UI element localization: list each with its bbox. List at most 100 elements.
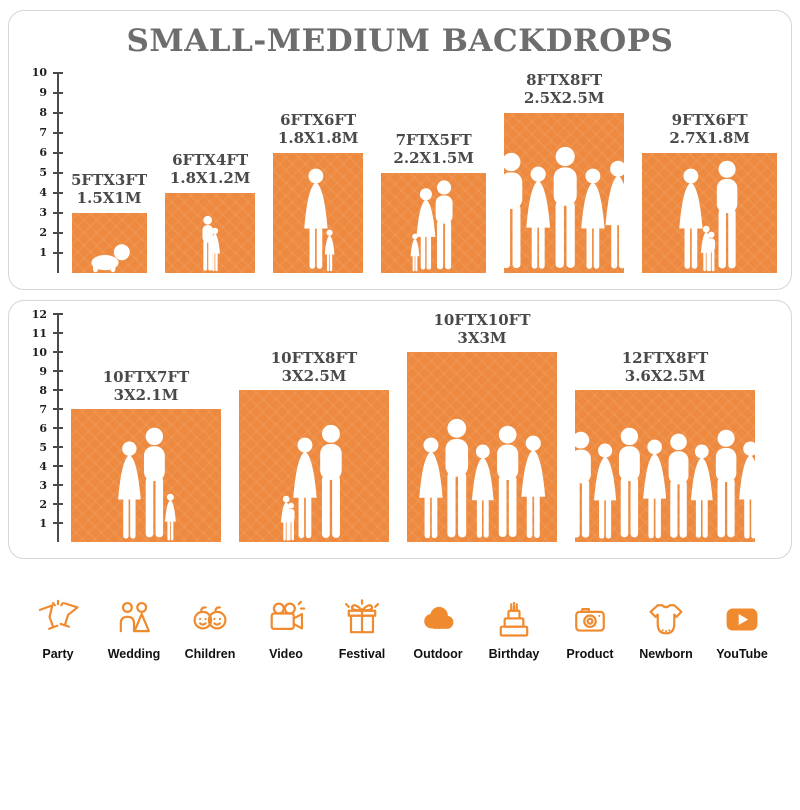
people-silhouettes bbox=[239, 423, 389, 543]
backdrop-bar bbox=[381, 172, 487, 273]
category-outdoor: Outdoor bbox=[406, 597, 470, 661]
ruler-tick-mark bbox=[53, 313, 63, 316]
ruler-tick-number: 11 bbox=[31, 326, 47, 340]
backdrop-size-label: 9FTX6FT 2.7X1.8M bbox=[669, 111, 749, 148]
ruler-tick-number: 1 bbox=[39, 246, 47, 260]
festival-icon bbox=[344, 599, 380, 634]
ruler-tick-mark bbox=[53, 370, 63, 373]
people-silhouettes bbox=[504, 145, 624, 273]
size-feet: 9FTX6FT bbox=[671, 111, 748, 129]
ruler-tick: 5 bbox=[39, 440, 63, 454]
ruler-tick-number: 5 bbox=[39, 440, 47, 454]
ruler-tick: 5 bbox=[39, 166, 63, 180]
category-product: Product bbox=[558, 597, 622, 661]
bars: 5FTX3FT 1.5X1M 6FTX4FT 1.8X1.2M 6FTX6FT 1.8X1… bbox=[71, 71, 778, 273]
ruler-tick-mark bbox=[53, 211, 63, 214]
ruler-tick: 2 bbox=[39, 497, 63, 511]
man-silhouette bbox=[710, 159, 744, 273]
ruler-tick-mark bbox=[53, 446, 63, 449]
small-medium-backdrops-panel: SMALL-MEDIUM BACKDROPS 1 2 3 4 5 6 7 8 9 10 5FTX3… bbox=[8, 10, 792, 290]
ruler-tick-mark bbox=[53, 484, 63, 487]
size-meters: 1.5X1M bbox=[76, 189, 142, 208]
category-label: Children bbox=[184, 647, 236, 662]
size-chart-small-medium: 1 2 3 4 5 6 7 8 9 10 5FTX3FT 1.5X1M 6FTX4FT 1.8X1.2M… bbox=[23, 66, 778, 273]
size-meters: 2.7X1.8M bbox=[669, 129, 750, 148]
ruler-tick-mark bbox=[53, 465, 63, 468]
ruler-tick-number: 12 bbox=[31, 307, 47, 321]
size-feet: 6FTX4FT bbox=[172, 151, 249, 169]
ruler-tick: 12 bbox=[31, 307, 63, 321]
backdrop-bar-group: 10FTX7FT 3X2.1M bbox=[71, 368, 221, 543]
people-silhouettes bbox=[71, 426, 221, 542]
category-label: Festival bbox=[338, 647, 386, 662]
size-feet: 6FTX6FT bbox=[280, 111, 357, 129]
bars: 10FTX7FT 3X2.1M 10FTX8FT 3X2.5M 10FTX10FT 3X3… bbox=[71, 311, 755, 543]
backdrop-size-label: 8FTX8FT 2.5X2.5M bbox=[524, 71, 604, 108]
ruler-tick: 6 bbox=[39, 421, 63, 435]
ruler-tick-number: 7 bbox=[39, 126, 47, 140]
ruler: 1 2 3 4 5 6 7 8 9 10 bbox=[23, 66, 63, 273]
category-label: Wedding bbox=[107, 647, 161, 662]
backdrop-size-label: 10FTX10FT 3X3M bbox=[433, 311, 530, 348]
category-label: Party bbox=[42, 647, 74, 662]
children-icon bbox=[193, 606, 227, 630]
size-meters: 2.2X1.5M bbox=[393, 149, 474, 168]
ruler-tick: 1 bbox=[39, 246, 63, 260]
ruler-tick-number: 4 bbox=[39, 186, 47, 200]
category-label: Birthday bbox=[488, 647, 540, 662]
category-video: Video bbox=[254, 597, 318, 661]
backdrop-bar-group: 7FTX5FT 2.2X1.5M bbox=[381, 131, 487, 273]
outdoor-icon bbox=[424, 607, 454, 630]
ruler-tick: 4 bbox=[39, 459, 63, 473]
infographic-title: SMALL-MEDIUM BACKDROPS bbox=[126, 23, 674, 59]
category-label: Product bbox=[566, 647, 614, 662]
girl-silhouette bbox=[323, 229, 336, 273]
backdrop-bar-group: 6FTX6FT 1.8X1.8M bbox=[273, 111, 364, 273]
youtube-icon bbox=[726, 608, 758, 631]
ruler-tick: 10 bbox=[32, 345, 63, 359]
backdrop-size-label: 7FTX5FT 2.2X1.5M bbox=[393, 131, 473, 168]
video-icon bbox=[270, 601, 306, 631]
birthday-icon bbox=[499, 602, 529, 637]
ruler-tick-mark bbox=[53, 131, 63, 134]
ruler-tick-number: 5 bbox=[39, 166, 47, 180]
ruler-tick-number: 2 bbox=[39, 497, 47, 511]
people-silhouettes bbox=[642, 159, 777, 273]
wedding-icon bbox=[119, 602, 150, 633]
woman-silhouette bbox=[601, 159, 625, 273]
ruler-tick-mark bbox=[53, 351, 63, 354]
ruler-tick-number: 1 bbox=[39, 516, 47, 530]
category-children: Children bbox=[178, 597, 242, 661]
ruler-tick: 7 bbox=[39, 402, 63, 416]
backdrop-bar-group: 10FTX8FT 3X2.5M bbox=[239, 349, 389, 543]
category-festival: Festival bbox=[330, 597, 394, 661]
size-feet: 7FTX5FT bbox=[395, 131, 472, 149]
ruler-tick: 1 bbox=[39, 516, 63, 530]
backdrop-bar bbox=[165, 192, 256, 273]
girl-silhouette bbox=[163, 493, 178, 542]
backdrop-bar bbox=[71, 409, 221, 543]
party-icon bbox=[38, 599, 79, 631]
backdrop-bar-group: 10FTX10FT 3X3M bbox=[407, 311, 557, 543]
ruler-tick-mark bbox=[53, 408, 63, 411]
ruler-tick-mark bbox=[53, 111, 63, 114]
size-feet: 10FTX7FT bbox=[102, 367, 190, 386]
people-silhouettes bbox=[273, 167, 363, 273]
ruler-tick-mark bbox=[53, 503, 63, 506]
ruler-tick-mark bbox=[53, 191, 63, 194]
ruler-tick-number: 3 bbox=[39, 206, 47, 220]
size-feet: 10FTX10FT bbox=[433, 310, 531, 329]
ruler-tick: 8 bbox=[39, 106, 63, 120]
backdrop-bar bbox=[575, 390, 755, 543]
people-silhouettes bbox=[381, 179, 486, 273]
ruler-tick-number: 7 bbox=[39, 402, 47, 416]
ruler-tick: 9 bbox=[39, 364, 63, 378]
size-meters: 1.8X1.8M bbox=[277, 129, 359, 148]
backdrop-bar bbox=[239, 390, 389, 543]
backdrop-size-label: 6FTX6FT 1.8X1.8M bbox=[278, 111, 358, 148]
baby-silhouette bbox=[85, 241, 133, 273]
ruler-tick: 6 bbox=[39, 146, 63, 160]
people-silhouettes bbox=[72, 241, 147, 273]
ruler-tick-mark bbox=[53, 231, 63, 234]
ruler-tick-number: 8 bbox=[39, 106, 47, 120]
